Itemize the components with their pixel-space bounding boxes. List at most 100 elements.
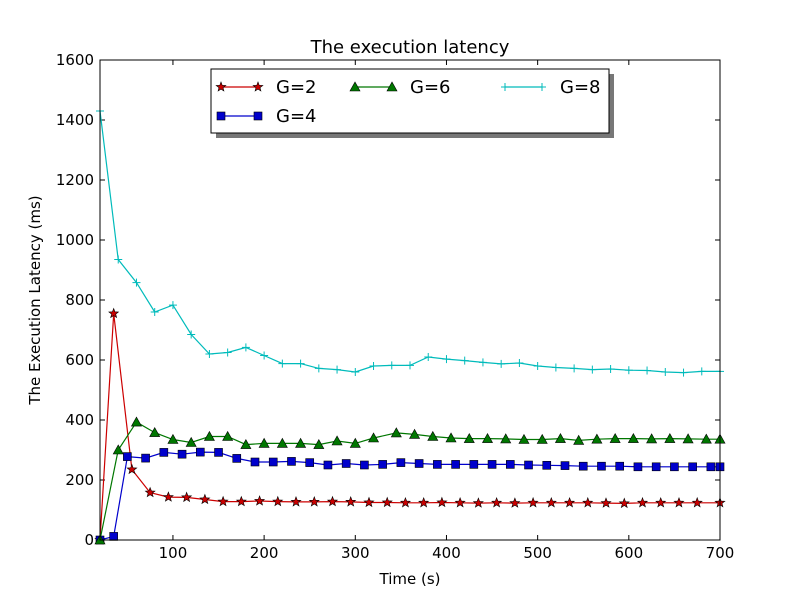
- data-point-g4: [469, 460, 479, 469]
- data-point-g2: [308, 496, 320, 507]
- data-point-g6: [390, 427, 402, 438]
- data-point-g4: [560, 461, 570, 470]
- data-point-g8: [278, 359, 287, 368]
- data-point-g6: [240, 438, 252, 449]
- data-point-g6: [500, 433, 512, 444]
- data-point-g6: [167, 433, 179, 444]
- y-tick-label: 1600: [56, 51, 94, 69]
- data-point-g4: [615, 461, 625, 471]
- data-point-g8: [551, 363, 560, 372]
- y-tick-label: 1400: [56, 111, 94, 129]
- data-point-g6: [627, 432, 639, 443]
- data-point-g6: [313, 438, 325, 449]
- data-point-g8: [223, 348, 232, 357]
- data-point-g4: [159, 448, 169, 457]
- data-point-g4: [651, 462, 661, 472]
- data-point-g8: [187, 330, 196, 339]
- data-point-g4: [123, 452, 132, 461]
- data-point-g8: [351, 368, 360, 376]
- legend-item-g2: G=2: [215, 77, 316, 98]
- y-tick-label: 600: [65, 351, 94, 369]
- data-point-g8: [132, 278, 141, 287]
- data-point-g4: [378, 460, 387, 469]
- data-point-g8: [624, 366, 633, 375]
- data-point-g6: [295, 437, 307, 448]
- series-layer: [94, 107, 726, 545]
- series-g6: [94, 416, 726, 545]
- data-point-g8: [697, 367, 706, 376]
- data-point-g8: [333, 365, 342, 374]
- data-point-g8: [570, 364, 579, 373]
- data-point-g2: [217, 495, 229, 507]
- data-point-g8: [661, 368, 670, 376]
- series-line-g4: [99, 451, 720, 541]
- data-point-g8: [679, 368, 688, 377]
- data-point-g6: [609, 432, 621, 443]
- x-tick-label: 700: [706, 544, 735, 562]
- y-tick-label: 800: [65, 291, 94, 309]
- data-point-g2: [381, 496, 393, 508]
- data-point-g6: [573, 434, 585, 445]
- data-point-g4: [305, 458, 315, 467]
- data-point-g4: [141, 453, 150, 463]
- data-point-g8: [533, 362, 542, 370]
- data-point-g8: [442, 355, 451, 364]
- data-point-g4: [597, 461, 606, 471]
- data-point-g2: [108, 307, 120, 319]
- legend-marker: [386, 81, 398, 92]
- x-axis-label: Time (s): [379, 570, 441, 588]
- legend-item-g6: G=6: [349, 77, 450, 98]
- data-point-g8: [168, 301, 177, 310]
- legend-item-g4: G=4: [216, 106, 316, 127]
- y-tick-label: 1000: [56, 231, 94, 249]
- legend: G=2 G=4 G=6 G=8: [210, 68, 614, 138]
- data-point-g2: [673, 496, 685, 508]
- data-point-g4: [688, 462, 697, 472]
- data-point-g8: [314, 364, 323, 373]
- legend-item-g8: G=8: [501, 77, 600, 98]
- x-tick-label: 200: [250, 544, 279, 562]
- data-point-g6: [591, 433, 603, 444]
- data-point-g8: [150, 308, 159, 316]
- data-point-g2: [363, 496, 375, 508]
- data-point-g6: [536, 433, 548, 444]
- data-point-g2: [199, 493, 211, 505]
- data-point-g6: [700, 433, 712, 444]
- data-point-g8: [606, 365, 615, 373]
- data-point-g4: [706, 462, 716, 472]
- data-point-g6: [112, 444, 124, 455]
- data-point-g2: [126, 463, 138, 475]
- legend-marker: [215, 81, 227, 92]
- data-point-g6: [646, 433, 658, 444]
- data-point-g6: [463, 432, 475, 443]
- data-point-g2: [563, 496, 576, 508]
- data-point-g2: [418, 496, 430, 508]
- data-point-g2: [162, 491, 174, 502]
- data-point-g4: [323, 460, 333, 470]
- x-tick-label: 600: [615, 544, 644, 562]
- data-point-g8: [369, 362, 378, 370]
- data-point-g8: [643, 366, 652, 375]
- data-point-g8: [114, 255, 123, 264]
- data-point-g4: [250, 457, 260, 467]
- data-point-g6: [518, 433, 530, 444]
- data-point-g6: [427, 430, 439, 441]
- data-point-g2: [290, 496, 302, 507]
- data-point-g2: [345, 496, 357, 507]
- data-point-g2: [436, 496, 448, 508]
- data-point-g8: [241, 343, 250, 352]
- data-point-g8: [424, 353, 433, 361]
- data-point-g2: [181, 491, 193, 503]
- legend-label: G=8: [560, 77, 600, 98]
- data-point-g4: [451, 460, 460, 469]
- legend-label: G=4: [276, 106, 316, 127]
- data-point-g4: [360, 460, 369, 470]
- data-point-g8: [205, 350, 214, 358]
- data-point-g6: [222, 430, 234, 441]
- data-point-g2: [582, 496, 594, 508]
- legend-marker: [252, 81, 264, 92]
- series-g8: [96, 107, 724, 377]
- data-point-g2: [326, 495, 339, 507]
- y-tick-label: 200: [65, 471, 94, 489]
